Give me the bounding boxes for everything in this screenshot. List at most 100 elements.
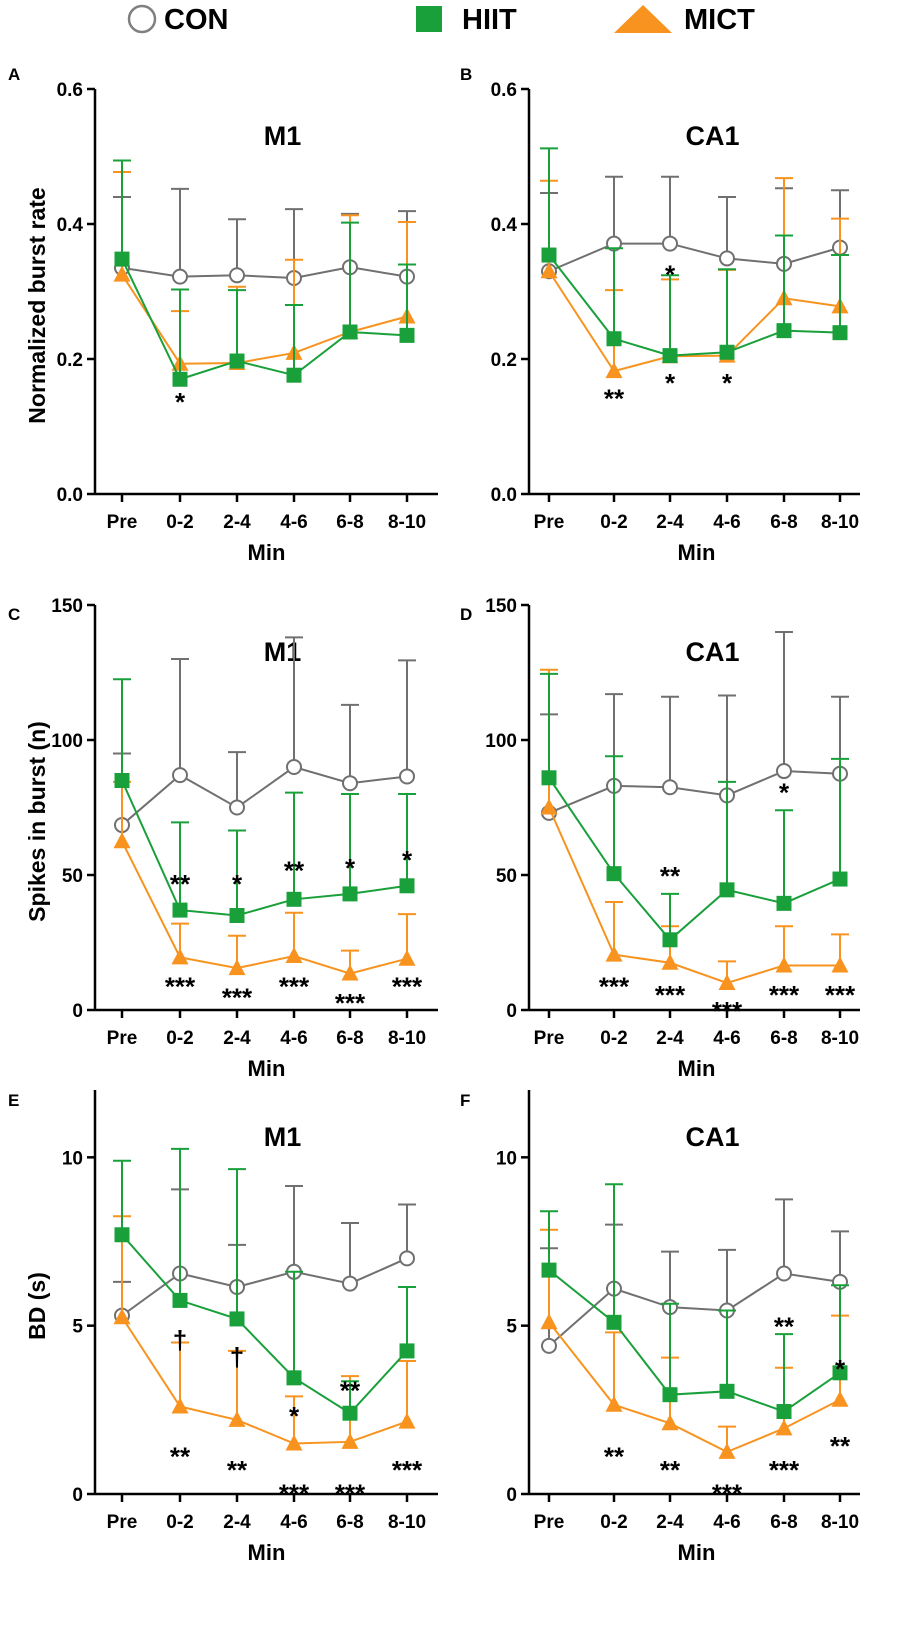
- y-axis-label-a: Normalized burst rate: [24, 187, 50, 423]
- y-tick-label-e: 0: [72, 1485, 83, 1506]
- data-point-mict: [113, 265, 131, 282]
- x-tick-label-e: 2-4: [223, 1512, 251, 1533]
- data-point-mict: [605, 945, 623, 962]
- y-tick-label-f: 0: [506, 1485, 517, 1506]
- significance-marker-c: **: [284, 856, 305, 886]
- series-line-hiit: [548, 1269, 841, 1413]
- data-point-mict: [775, 1419, 793, 1436]
- y-axis-label-e: BD (s): [24, 1272, 50, 1340]
- x-tick-label-c: 4-6: [280, 1028, 307, 1049]
- panel-title-c: M1: [264, 637, 302, 667]
- data-point-hiit: [662, 348, 678, 364]
- data-point-hiit: [286, 1370, 302, 1386]
- legend-label-con: CON: [164, 4, 228, 36]
- x-tick-label-d: 8-10: [821, 1028, 859, 1049]
- panel-title-e: M1: [264, 1122, 302, 1152]
- series-line-mict: [121, 274, 408, 365]
- y-tick-label-a: 0.6: [57, 80, 83, 101]
- data-point-hiit: [399, 878, 415, 894]
- significance-marker-b: *: [665, 259, 676, 289]
- data-point-con: [399, 768, 415, 785]
- y-tick-label-a: 0.2: [57, 350, 83, 371]
- series-hiit-f: [540, 1183, 849, 1420]
- significance-marker-e: *: [289, 1401, 300, 1431]
- x-tick-label-a: 4-6: [280, 512, 307, 533]
- x-tick-label-e: 6-8: [336, 1512, 363, 1533]
- x-tick-label-f: 0-2: [600, 1512, 627, 1533]
- legend-marker-hiit: [416, 6, 442, 32]
- series-con-a: [113, 187, 416, 286]
- data-point-mict: [661, 953, 679, 970]
- legend-item-mict: MICT: [614, 4, 755, 36]
- data-point-mict: [718, 974, 736, 990]
- series-mict-f: [540, 1228, 849, 1459]
- significance-marker-f: *: [835, 1354, 846, 1384]
- data-point-hiit: [541, 1262, 557, 1278]
- panel-title-f: CA1: [685, 1122, 739, 1152]
- x-tick-label-b: 2-4: [656, 512, 684, 533]
- significance-marker-c: *: [232, 869, 243, 899]
- series-line-mict: [121, 1316, 408, 1445]
- series-line-con: [548, 1272, 841, 1347]
- data-point-hiit: [776, 323, 792, 339]
- data-point-hiit: [606, 866, 622, 882]
- data-point-hiit: [606, 1314, 622, 1330]
- data-point-hiit: [172, 902, 188, 918]
- series-hiit-c: [113, 678, 416, 923]
- significance-marker-c: ***: [335, 988, 366, 1018]
- x-tick-label-d: 6-8: [770, 1028, 797, 1049]
- x-tick-label-d: 2-4: [656, 1028, 684, 1049]
- significance-marker-e: ***: [392, 1455, 423, 1485]
- series-line-hiit: [548, 254, 841, 357]
- x-axis-label-d: Min: [678, 1056, 716, 1081]
- data-point-mict: [605, 362, 623, 379]
- data-point-mict: [540, 262, 558, 279]
- x-tick-label-d: 0-2: [600, 1028, 627, 1049]
- data-point-hiit: [719, 882, 735, 898]
- data-point-hiit: [399, 1343, 415, 1359]
- significance-marker-e: ***: [279, 1478, 310, 1508]
- significance-marker-b: **: [604, 383, 625, 413]
- series-mict-c: [113, 780, 416, 981]
- panel-title-a: M1: [264, 121, 302, 151]
- data-point-mict: [398, 949, 416, 966]
- series-line-hiit: [121, 780, 408, 917]
- data-point-con: [229, 799, 245, 816]
- panel-title-b: CA1: [685, 121, 739, 151]
- data-point-hiit: [399, 327, 415, 343]
- data-point-hiit: [606, 331, 622, 347]
- data-point-con: [776, 763, 792, 780]
- series-con-f: [540, 1198, 849, 1354]
- series-hiit-b: [540, 147, 849, 364]
- significance-marker-d: ***: [825, 980, 856, 1010]
- series-mict-b: [540, 177, 849, 379]
- data-point-con: [229, 267, 245, 284]
- x-axis-label-c: Min: [248, 1056, 286, 1081]
- data-point-con: [399, 1250, 415, 1267]
- y-tick-label-c: 50: [62, 866, 83, 887]
- legend-item-hiit: HIIT: [416, 4, 517, 36]
- x-tick-label-f: 6-8: [770, 1512, 797, 1533]
- y-tick-label-e: 10: [62, 1148, 83, 1169]
- series-hiit-a: [113, 159, 416, 387]
- data-point-hiit: [229, 908, 245, 923]
- significance-marker-e: †: [173, 1325, 187, 1355]
- series-line-con: [548, 242, 841, 273]
- data-point-mict: [113, 1308, 131, 1325]
- significance-marker-d: ***: [712, 996, 743, 1026]
- series-con-b: [540, 175, 849, 280]
- data-point-mict: [831, 1390, 849, 1407]
- significance-marker-c: **: [170, 869, 191, 899]
- legend-marker-mict: [614, 5, 672, 33]
- significance-marker-c: ***: [279, 972, 310, 1002]
- data-point-con: [342, 1275, 358, 1292]
- significance-marker-b: *: [722, 368, 733, 398]
- significance-marker-a: *: [175, 387, 186, 417]
- data-point-hiit: [832, 325, 848, 341]
- data-point-mict: [661, 1414, 679, 1431]
- data-point-mict: [228, 959, 246, 976]
- significance-marker-f: **: [830, 1431, 851, 1461]
- data-point-hiit: [172, 1292, 188, 1308]
